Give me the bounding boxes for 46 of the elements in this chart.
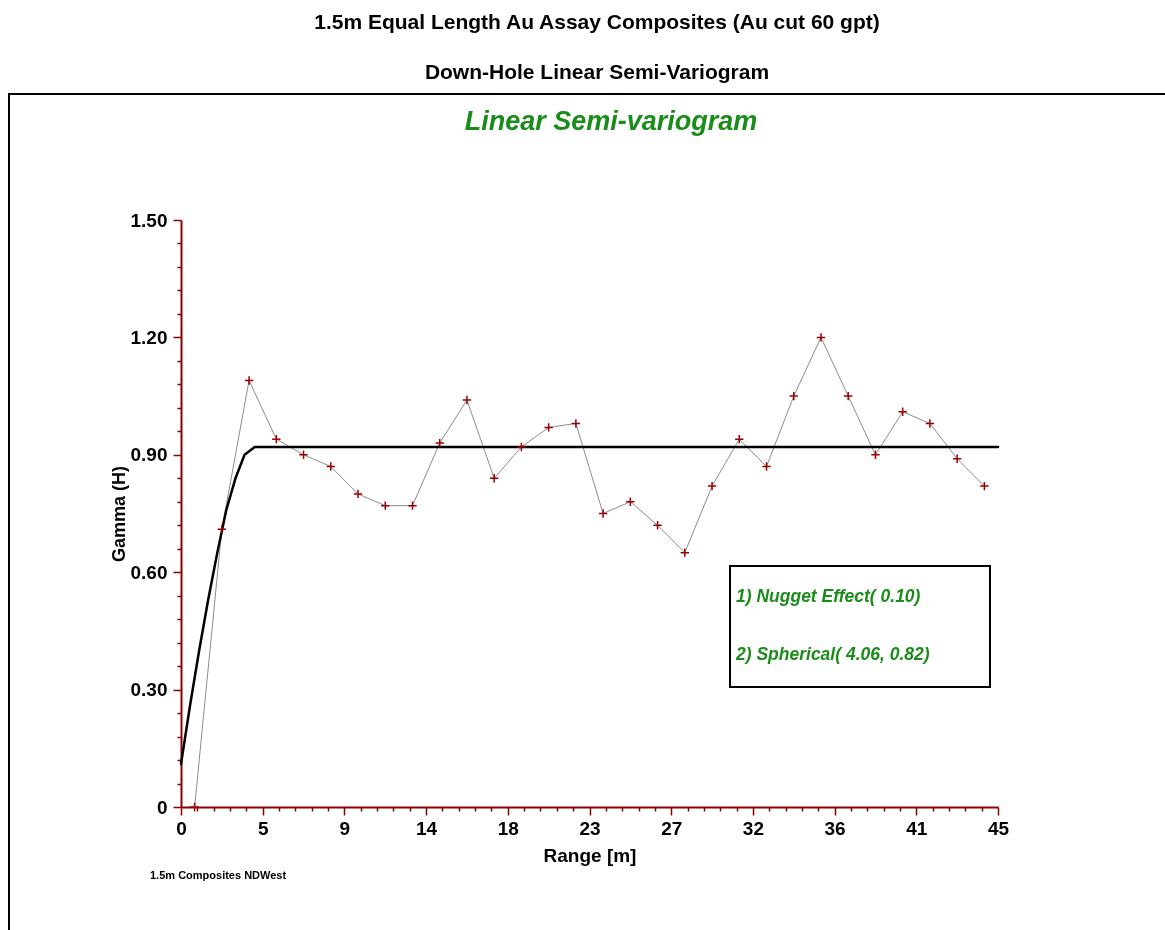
line-series [179,445,1000,766]
point [570,418,581,429]
point [979,481,990,492]
point [244,375,255,386]
annotation: 1) Nugget Effect( 0.10) [736,586,921,606]
point [625,496,636,507]
x-tick-label: 32 [742,817,764,839]
point [189,802,200,812]
x-tick-label: 14 [416,817,438,839]
point [353,489,363,499]
x-tick-label: 18 [497,817,519,839]
y-tick-label: 1.50 [130,209,168,231]
point [924,418,935,429]
x-tick-label: 23 [579,817,601,839]
x-tick-label: 45 [987,817,1010,839]
chart-subtitle: Down-Hole Linear Semi-Variogram [424,60,770,83]
point [843,391,854,402]
point [598,508,609,519]
point [679,547,690,558]
point [707,481,717,492]
x-tick-label: 9 [339,817,351,839]
y-axis-title: Gamma (H) [108,465,129,563]
x-tick-label: 27 [661,817,683,839]
point [298,449,309,460]
y-tick-label: 0 [156,796,168,818]
y-tick-label: 0.90 [130,444,168,466]
point [870,449,881,460]
point [652,520,663,531]
x-axis-title: Range [m] [543,844,637,866]
text: Linear Semi-variogram [464,106,758,136]
text: 1.5m Composites NDWest [150,869,287,881]
y-tick-label: 0.60 [130,561,168,583]
x-tick-label: 36 [824,817,846,839]
point [788,391,799,402]
x-tick-label: 0 [176,817,187,839]
point [325,461,336,472]
x-tick-label: 5 [257,817,269,839]
annotation: 2) Spherical( 4.06, 0.82) [735,644,930,664]
x-tick-label: 41 [906,817,928,839]
y-tick-label: 0.30 [130,679,168,701]
point [516,442,527,452]
chart-title: 1.5m Equal Length Au Assay Composites (Au cut 60 gpt) [314,10,880,33]
point [216,524,227,535]
y-tick-label: 1.20 [130,326,168,348]
point [816,332,826,343]
point [462,395,472,405]
